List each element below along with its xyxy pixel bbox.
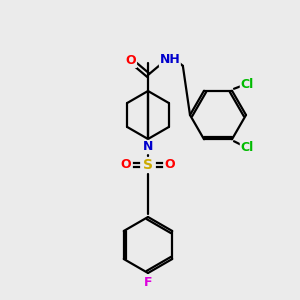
Text: O: O	[126, 54, 136, 68]
Text: N: N	[143, 140, 153, 154]
Text: F: F	[144, 275, 152, 289]
Text: Cl: Cl	[240, 141, 254, 154]
Text: NH: NH	[160, 53, 180, 66]
Text: O: O	[165, 158, 175, 172]
Text: S: S	[143, 158, 153, 172]
Text: O: O	[121, 158, 131, 172]
Text: Cl: Cl	[240, 78, 254, 91]
